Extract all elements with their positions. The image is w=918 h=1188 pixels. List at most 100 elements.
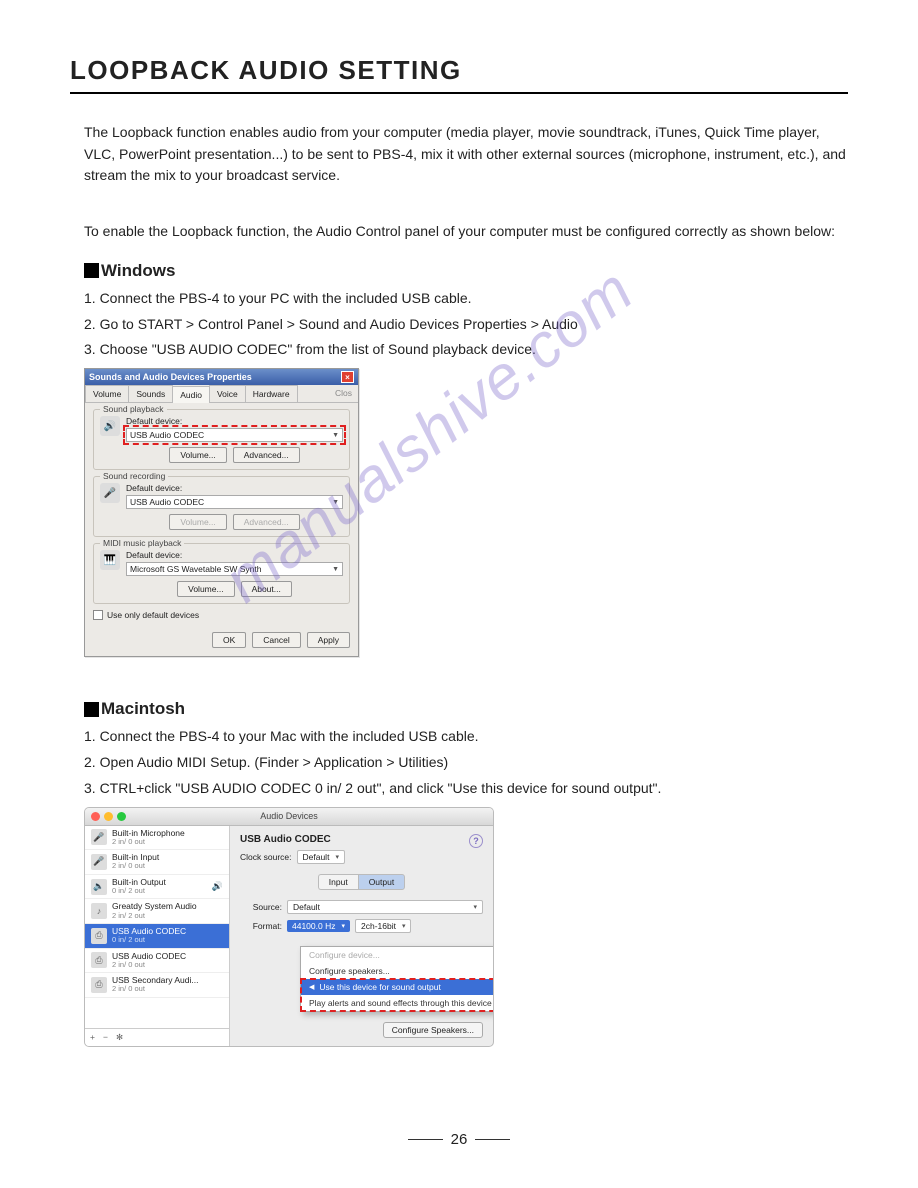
sidebar-item-builtin-input[interactable]: 🎤 Built-in Input 2 in/ 0 out: [85, 850, 229, 875]
midi-playback-label: MIDI music playback: [100, 538, 184, 548]
sidebar-item-usb-secondary[interactable]: ⎙ USB Secondary Audi... 2 in/ 0 out: [85, 973, 229, 998]
add-device-button[interactable]: +: [90, 1032, 95, 1043]
windows-step-1: 1. Connect the PBS-4 to your PC with the…: [84, 287, 848, 311]
context-use-for-output[interactable]: Use this device for sound output: [301, 979, 494, 995]
clock-source-label: Clock source:: [240, 852, 292, 862]
sidebar-item-usb-codec-in[interactable]: ⎙ USB Audio CODEC 2 in/ 0 out: [85, 949, 229, 974]
sidebar-item-builtin-mic[interactable]: 🎤 Built-in Microphone 2 in/ 0 out: [85, 826, 229, 851]
recording-advanced-button[interactable]: Advanced...: [233, 514, 300, 530]
microphone-icon: 🎤: [91, 829, 107, 845]
format-hz-value: 44100.0 Hz: [292, 921, 335, 931]
mac-heading-label: Macintosh: [101, 699, 185, 719]
midi-device-value: Microsoft GS Wavetable SW Synth: [130, 564, 261, 574]
remove-device-button[interactable]: −: [103, 1032, 108, 1043]
mac-dialog: Audio Devices 🎤 Built-in Microphone 2 in…: [84, 807, 494, 1047]
tab-hardware[interactable]: Hardware: [245, 385, 298, 402]
enable-text: To enable the Loopback function, the Aud…: [84, 221, 848, 243]
sidebar-item-detail: 2 in/ 0 out: [112, 862, 159, 870]
use-default-checkbox[interactable]: Use only default devices: [93, 610, 350, 620]
windows-dialog: Sounds and Audio Devices Properties × Vo…: [84, 368, 359, 657]
clock-source-select[interactable]: Default ▾: [297, 850, 345, 864]
settings-gear-icon[interactable]: ✻: [116, 1032, 123, 1043]
tab-voice[interactable]: Voice: [209, 385, 246, 402]
use-default-label: Use only default devices: [107, 610, 199, 620]
tab-audio[interactable]: Audio: [172, 386, 210, 403]
clock-source-value: Default: [303, 852, 330, 862]
ok-button[interactable]: OK: [212, 632, 246, 648]
windows-heading-label: Windows: [101, 261, 175, 281]
source-label: Source:: [240, 902, 282, 912]
tab-sounds[interactable]: Sounds: [128, 385, 173, 402]
usb-icon: ⎙: [91, 928, 107, 944]
output-indicator-icon: 🔊: [212, 881, 223, 892]
playback-default-label: Default device:: [126, 416, 343, 426]
windows-dialog-titlebar: Sounds and Audio Devices Properties ×: [85, 369, 358, 385]
mac-close-icon[interactable]: [91, 812, 100, 821]
tab-volume[interactable]: Volume: [85, 385, 129, 402]
recording-default-label: Default device:: [126, 483, 343, 493]
tab-input[interactable]: Input: [318, 874, 358, 890]
format-ch-select[interactable]: 2ch-16bit ▾: [355, 919, 411, 933]
sound-recording-group: Sound recording 🎤 Default device: USB Au…: [93, 476, 350, 537]
help-icon[interactable]: ?: [469, 834, 483, 848]
midi-playback-group: MIDI music playback 🎹 Default device: Mi…: [93, 543, 350, 604]
midi-volume-button[interactable]: Volume...: [177, 581, 234, 597]
page-number: 26: [451, 1131, 468, 1148]
sound-playback-group: Sound playback 🔊 Default device: USB Aud…: [93, 409, 350, 470]
context-play-alerts[interactable]: Play alerts and sound effects through th…: [301, 995, 494, 1011]
mac-minimize-icon[interactable]: [104, 812, 113, 821]
intro-text: The Loopback function enables audio from…: [84, 122, 848, 187]
close-icon[interactable]: ×: [341, 371, 354, 383]
footer-line-left: [408, 1139, 443, 1140]
sidebar-item-detail: 0 in/ 2 out: [112, 887, 166, 895]
tab-overflow: Clos: [328, 385, 359, 402]
chevron-down-icon: ▼: [332, 432, 339, 439]
sidebar-item-usb-codec-out[interactable]: ⎙ USB Audio CODEC 0 in/ 2 out: [85, 924, 229, 949]
sidebar-item-detail: 0 in/ 2 out: [112, 936, 186, 944]
windows-step-2: 2. Go to START > Control Panel > Sound a…: [84, 313, 848, 337]
context-configure-device: Configure device...: [301, 947, 494, 963]
midi-about-button[interactable]: About...: [241, 581, 292, 597]
speaker-icon: 🔈: [91, 879, 107, 895]
usb-icon: ⎙: [91, 977, 107, 993]
windows-dialog-title: Sounds and Audio Devices Properties: [89, 372, 252, 382]
chevron-down-icon: ▾: [402, 922, 406, 930]
format-label: Format:: [240, 921, 282, 931]
windows-step-3: 3. Choose "USB AUDIO CODEC" from the lis…: [84, 338, 848, 362]
windows-heading: Windows: [84, 261, 848, 281]
playback-advanced-button[interactable]: Advanced...: [233, 447, 300, 463]
source-value: Default: [293, 902, 320, 912]
page-title: LOOPBACK AUDIO SETTING: [70, 55, 848, 94]
audio-device-icon: ♪: [91, 903, 107, 919]
windows-steps: 1. Connect the PBS-4 to your PC with the…: [84, 287, 848, 362]
mac-sidebar: 🎤 Built-in Microphone 2 in/ 0 out 🎤 Buil…: [85, 826, 230, 1046]
microphone-icon: 🎤: [91, 854, 107, 870]
cancel-button[interactable]: Cancel: [252, 632, 300, 648]
source-select[interactable]: Default ▾: [287, 900, 483, 914]
sidebar-item-greatdy[interactable]: ♪ Greatdy System Audio 2 in/ 2 out: [85, 899, 229, 924]
configure-speakers-button[interactable]: Configure Speakers...: [383, 1022, 483, 1038]
sidebar-item-detail: 2 in/ 2 out: [112, 912, 197, 920]
midi-device-select[interactable]: Microsoft GS Wavetable SW Synth ▼: [126, 562, 343, 576]
tab-output[interactable]: Output: [358, 874, 406, 890]
chevron-down-icon: ▾: [341, 922, 345, 930]
mac-zoom-icon[interactable]: [117, 812, 126, 821]
mac-sidebar-footer: + − ✻: [85, 1028, 229, 1046]
mac-steps: 1. Connect the PBS-4 to your Mac with th…: [84, 725, 848, 800]
context-configure-speakers[interactable]: Configure speakers...: [301, 963, 494, 979]
mac-detail-panel: ? USB Audio CODEC Clock source: Default …: [230, 826, 493, 1046]
apply-button[interactable]: Apply: [307, 632, 350, 648]
recording-device-select[interactable]: USB Audio CODEC ▼: [126, 495, 343, 509]
context-use-for-output-label: Use this device for sound output: [319, 982, 440, 992]
sidebar-item-builtin-output[interactable]: 🔈 Built-in Output 0 in/ 2 out 🔊: [85, 875, 229, 900]
chevron-down-icon: ▾: [335, 853, 339, 861]
recording-volume-button[interactable]: Volume...: [169, 514, 226, 530]
sound-playback-label: Sound playback: [100, 404, 167, 414]
playback-volume-button[interactable]: Volume...: [169, 447, 226, 463]
playback-device-select[interactable]: USB Audio CODEC ▼: [126, 428, 343, 442]
mac-dialog-title: Audio Devices: [85, 811, 493, 821]
mac-step-1: 1. Connect the PBS-4 to your Mac with th…: [84, 725, 848, 749]
playback-device-value: USB Audio CODEC: [130, 430, 204, 440]
format-hz-select[interactable]: 44100.0 Hz ▾: [287, 920, 350, 932]
microphone-icon: 🎤: [100, 483, 120, 503]
